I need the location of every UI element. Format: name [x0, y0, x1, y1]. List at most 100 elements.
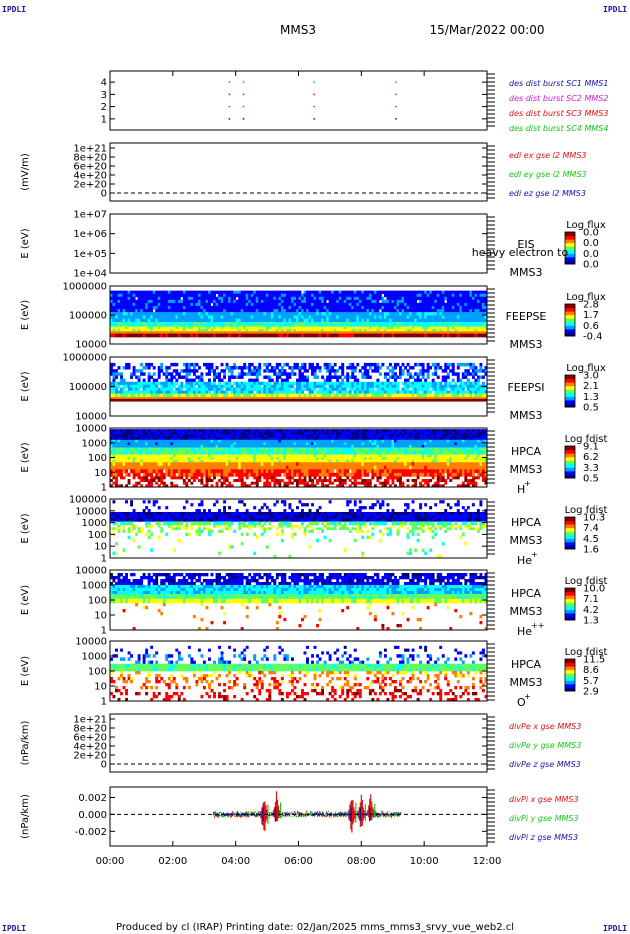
p4-spectrogram-cell: [328, 293, 332, 298]
p5-spectrogram-cell: [298, 387, 302, 391]
p6-spectrogram-cell: [225, 484, 229, 488]
p4-spectrogram-cell: [127, 309, 131, 313]
p5-spectrogram-cell: [451, 390, 455, 394]
p4-spectrogram-cell: [376, 293, 380, 298]
p5-spectrogram-cell: [120, 398, 123, 402]
p4-spectrogram-cell: [140, 312, 144, 316]
p5-spectrogram-cell: [182, 397, 186, 400]
p5-spectrogram-cell: [391, 390, 395, 394]
p5-spectrogram-cell: [414, 362, 418, 367]
p4-spectrogram-cell: [142, 312, 146, 316]
p4-spectrogram-cell: [383, 315, 387, 319]
p5-spectrogram-cell: [343, 387, 347, 391]
p4-spectrogram-cell: [127, 326, 131, 330]
p4-spectrogram-cell: [419, 302, 423, 307]
p5-spectrogram-cell: [426, 398, 430, 402]
p6-spectrogram-cell: [182, 454, 186, 458]
p5-spectrogram-cell: [180, 393, 184, 398]
p4-spectrogram-cell: [404, 315, 407, 319]
p4-spectrogram-cell: [215, 333, 219, 338]
p4-spectrogram-cell: [424, 318, 428, 323]
p6-spectrogram-cell: [208, 476, 211, 480]
p4-spectrogram-cell: [469, 312, 473, 316]
p5-spectrogram-cell: [301, 381, 304, 386]
p4-spectrogram-cell: [479, 296, 483, 301]
p4-spectrogram-cell: [424, 296, 428, 301]
p6-spectrogram-cell: [130, 444, 134, 448]
p6-spectrogram-cell: [175, 459, 179, 463]
p6-spectrogram-cell: [150, 484, 154, 488]
p4-spectrogram-cell: [172, 333, 176, 338]
p4-spectrogram-cell: [273, 331, 277, 334]
p5-spectrogram-cell: [213, 393, 216, 398]
p5-spectrogram-cell: [255, 384, 259, 388]
p4-spectrogram-cell: [348, 321, 352, 325]
p4-cbar-frame: [564, 303, 576, 337]
p5-spectrogram-cell: [426, 369, 430, 373]
p5-spectrogram-cell: [240, 369, 244, 373]
p5-spectrogram-cell: [295, 384, 299, 388]
p5-spectrogram-cell: [208, 397, 211, 400]
p5-spectrogram-cell: [147, 372, 151, 376]
p4-spectrogram-cell: [197, 302, 201, 307]
p4-spectrogram-cell: [376, 333, 380, 338]
p5-spectrogram-cell: [366, 372, 370, 376]
p5-spectrogram-cell: [459, 397, 463, 400]
p5-spectrogram-cell: [200, 390, 204, 394]
p4-spectrogram-cell: [373, 333, 377, 338]
p4-spectrogram-cell: [152, 324, 156, 327]
p5-spectrogram-cell: [233, 375, 237, 379]
p4-spectrogram-cell: [449, 309, 453, 313]
p4-spectrogram-cell: [326, 293, 330, 298]
p5-spectrogram-cell: [152, 397, 156, 400]
p5-spectrogram-cell: [338, 375, 342, 379]
p5-spectrogram-cell: [303, 397, 307, 400]
p5-spectrogram-cell: [155, 378, 159, 383]
p4-spectrogram-cell: [213, 312, 216, 316]
p6-spectrogram-cell: [180, 437, 184, 441]
p4-spectrogram-cell: [140, 318, 144, 323]
p5-spectrogram-cell: [353, 387, 357, 391]
p4-spectrogram-cell: [434, 305, 438, 310]
p4-spectrogram-cell: [361, 302, 365, 307]
p4-spectrogram-cell: [210, 312, 214, 316]
p4-spectrogram-cell: [361, 315, 365, 319]
p4-spectrogram-cell: [476, 326, 480, 330]
p5-spectrogram-cell: [306, 398, 309, 402]
p5-spectrogram-cell: [331, 384, 335, 388]
p4-spectrogram-cell: [399, 326, 402, 330]
p4-spectrogram-cell: [421, 302, 425, 307]
p5-spectrogram-cell: [404, 384, 407, 388]
p4-spectrogram-cell: [476, 293, 480, 298]
p4-spectrogram-cell: [120, 331, 123, 334]
p4-spectrogram-cell: [190, 296, 194, 301]
p4-spectrogram-cell: [250, 333, 254, 338]
p4-spectrogram-cell: [429, 293, 433, 298]
p4-spectrogram-cell: [283, 326, 287, 330]
p6-spectrogram-cell: [160, 479, 164, 482]
p5-spectrogram-cell: [346, 390, 350, 394]
p5-spectrogram-cell: [421, 393, 425, 398]
p4-spectrogram-cell: [253, 333, 257, 338]
p4-spectrogram-cell: [135, 309, 139, 313]
p6-spectrogram-cell: [125, 442, 128, 446]
p5-spectrogram-cell: [419, 378, 423, 383]
p5-spectrogram-cell: [474, 393, 478, 398]
p6-spectrogram-cell: [197, 429, 201, 433]
p5-frame: [109, 356, 488, 417]
p4-spectrogram-cell: [308, 326, 312, 330]
p4-spectrogram-cell: [394, 326, 397, 330]
p4-spectrogram-cell: [182, 333, 186, 338]
p4-spectrogram-cell: [280, 321, 284, 325]
p4-cbar-segment: [565, 328, 575, 333]
p4-spectrogram-cell: [421, 315, 425, 319]
p4-spectrogram-cell: [132, 302, 136, 307]
p6-spectrogram-cell: [200, 479, 204, 482]
p4-spectrogram-cell: [419, 299, 423, 304]
p5-spectrogram-cell: [351, 398, 355, 402]
p5-spectrogram-cell: [295, 381, 299, 386]
p6-spectrogram-cell: [115, 447, 118, 452]
p4-spectrogram-cell: [238, 312, 242, 316]
p5-spectrogram-cell: [436, 397, 440, 400]
p4-spectrogram-cell: [240, 312, 244, 316]
